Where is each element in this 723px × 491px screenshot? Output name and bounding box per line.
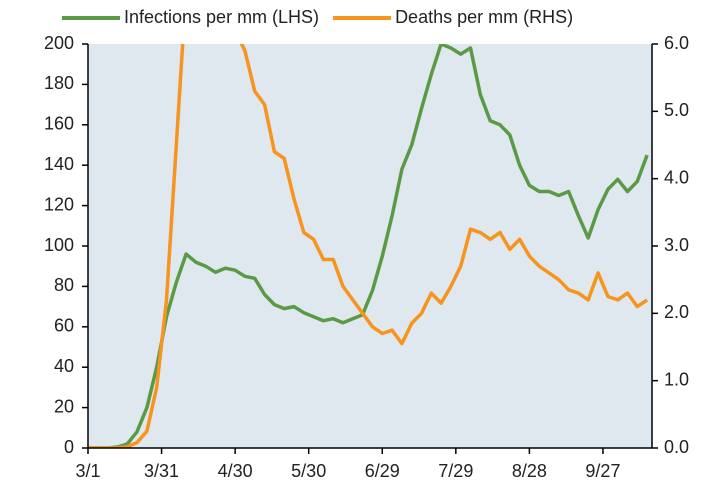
y2-tick-label: 0.0 (664, 437, 689, 457)
lines (88, 44, 649, 448)
x-tick-label: 4/30 (218, 461, 253, 481)
y2-tick-label: 6.0 (664, 33, 689, 53)
y-tick-label: 20 (54, 396, 74, 416)
y2-tick-label: 4.0 (664, 167, 689, 187)
series-line (88, 44, 649, 448)
y-tick-label: 160 (44, 114, 74, 134)
y2-tick-label: 5.0 (664, 100, 689, 120)
y-tick-label: 80 (54, 275, 74, 295)
y-tick-label: 120 (44, 194, 74, 214)
series-line (88, 44, 649, 448)
legend-label: Infections per mm (LHS) (124, 7, 319, 27)
y-tick-label: 200 (44, 33, 74, 53)
y-tick-label: 60 (54, 316, 74, 336)
x-tick-label: 8/28 (512, 461, 547, 481)
plot-background (88, 44, 652, 448)
x-tick-label: 3/31 (144, 461, 179, 481)
y-tick-label: 180 (44, 73, 74, 93)
x-tick-label: 7/29 (438, 461, 473, 481)
y2-tick-label: 3.0 (664, 235, 689, 255)
y-tick-label: 40 (54, 356, 74, 376)
y2-tick-label: 1.0 (664, 369, 689, 389)
x-tick-label: 9/27 (585, 461, 620, 481)
y-tick-label: 100 (44, 235, 74, 255)
x-tick-label: 3/1 (75, 461, 100, 481)
legend-label: Deaths per mm (RHS) (395, 7, 573, 27)
x-tick-label: 6/29 (365, 461, 400, 481)
x-tick-label: 5/30 (291, 461, 326, 481)
y2-tick-label: 2.0 (664, 302, 689, 322)
y-tick-label: 0 (64, 437, 74, 457)
y-tick-label: 140 (44, 154, 74, 174)
